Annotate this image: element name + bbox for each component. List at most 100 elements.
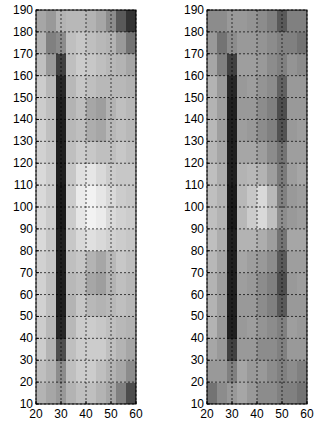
- tick: [136, 401, 137, 404]
- tick: [61, 401, 62, 404]
- cell: [116, 185, 127, 207]
- cell: [287, 141, 298, 163]
- cell: [237, 185, 248, 207]
- cell: [76, 76, 87, 98]
- cell: [126, 316, 136, 338]
- tick-label: 80: [20, 244, 34, 258]
- cell: [277, 54, 288, 76]
- cell: [287, 10, 298, 32]
- cell: [297, 207, 307, 229]
- tick-label: 50: [191, 309, 205, 323]
- tick-label: 60: [20, 288, 34, 302]
- cell: [257, 185, 268, 207]
- cell: [257, 273, 268, 295]
- cell: [247, 98, 258, 120]
- cell: [257, 98, 268, 120]
- grid-line: [36, 141, 136, 142]
- cell: [46, 316, 57, 338]
- cell: [46, 54, 57, 76]
- cell: [36, 76, 47, 98]
- cell: [96, 141, 107, 163]
- tick: [207, 360, 210, 361]
- grid-line: [207, 53, 307, 54]
- cell: [247, 10, 258, 32]
- cell: [287, 316, 298, 338]
- grid-line: [111, 10, 112, 404]
- cell: [116, 10, 127, 32]
- cell: [217, 119, 228, 141]
- tick-label: 150: [13, 91, 33, 105]
- cell: [66, 251, 77, 273]
- cell: [237, 295, 248, 317]
- cell: [96, 251, 107, 273]
- grid-line: [207, 207, 307, 208]
- cell: [126, 360, 136, 382]
- tick-label: 70: [191, 266, 205, 280]
- cell: [86, 360, 97, 382]
- cell: [287, 32, 298, 54]
- cell: [66, 295, 77, 317]
- cell: [116, 141, 127, 163]
- cell: [297, 382, 307, 404]
- cell: [267, 54, 278, 76]
- cell: [297, 76, 307, 98]
- cell: [96, 338, 107, 360]
- cell: [86, 338, 97, 360]
- frame: [207, 10, 307, 404]
- panel: 1020304050607080901001101201301401501601…: [184, 3, 314, 421]
- cell: [217, 10, 228, 32]
- cell: [217, 360, 228, 382]
- cell: [126, 76, 136, 98]
- tick-label: 160: [13, 69, 33, 83]
- cell: [76, 54, 87, 76]
- cell: [257, 295, 268, 317]
- tick: [207, 75, 210, 76]
- tick: [207, 250, 210, 251]
- cell: [126, 32, 136, 54]
- grid-line: [207, 272, 307, 273]
- cell: [247, 229, 258, 251]
- cell: [287, 185, 298, 207]
- cell: [86, 54, 97, 76]
- cell: [76, 119, 87, 141]
- tick-label: 180: [13, 25, 33, 39]
- tick: [36, 53, 39, 54]
- grid-line: [36, 228, 136, 229]
- cell: [287, 207, 298, 229]
- cell: [106, 98, 117, 120]
- cell: [66, 54, 77, 76]
- cell: [86, 229, 97, 251]
- cells: [207, 10, 307, 404]
- tick-label: 50: [104, 407, 118, 421]
- cell: [66, 32, 77, 54]
- cell: [106, 10, 117, 32]
- cell: [287, 163, 298, 185]
- cell: [247, 273, 258, 295]
- tick-label: 170: [184, 47, 204, 61]
- cell: [277, 10, 288, 32]
- cell: [86, 141, 97, 163]
- cell: [277, 141, 288, 163]
- cell: [66, 141, 77, 163]
- cell: [237, 32, 248, 54]
- cell: [76, 316, 87, 338]
- cell: [116, 360, 127, 382]
- tick-label: 160: [184, 69, 204, 83]
- cell: [96, 207, 107, 229]
- grid-line: [207, 316, 307, 317]
- cell: [126, 338, 136, 360]
- cell: [217, 251, 228, 273]
- cell: [217, 295, 228, 317]
- grid-line: [36, 272, 136, 273]
- cell: [267, 119, 278, 141]
- cell: [297, 185, 307, 207]
- cell: [297, 119, 307, 141]
- cell: [116, 338, 127, 360]
- cell: [227, 382, 238, 404]
- cell: [237, 98, 248, 120]
- tick: [36, 163, 39, 164]
- cell: [96, 185, 107, 207]
- cell: [217, 76, 228, 98]
- cell: [46, 163, 57, 185]
- tick: [36, 382, 39, 383]
